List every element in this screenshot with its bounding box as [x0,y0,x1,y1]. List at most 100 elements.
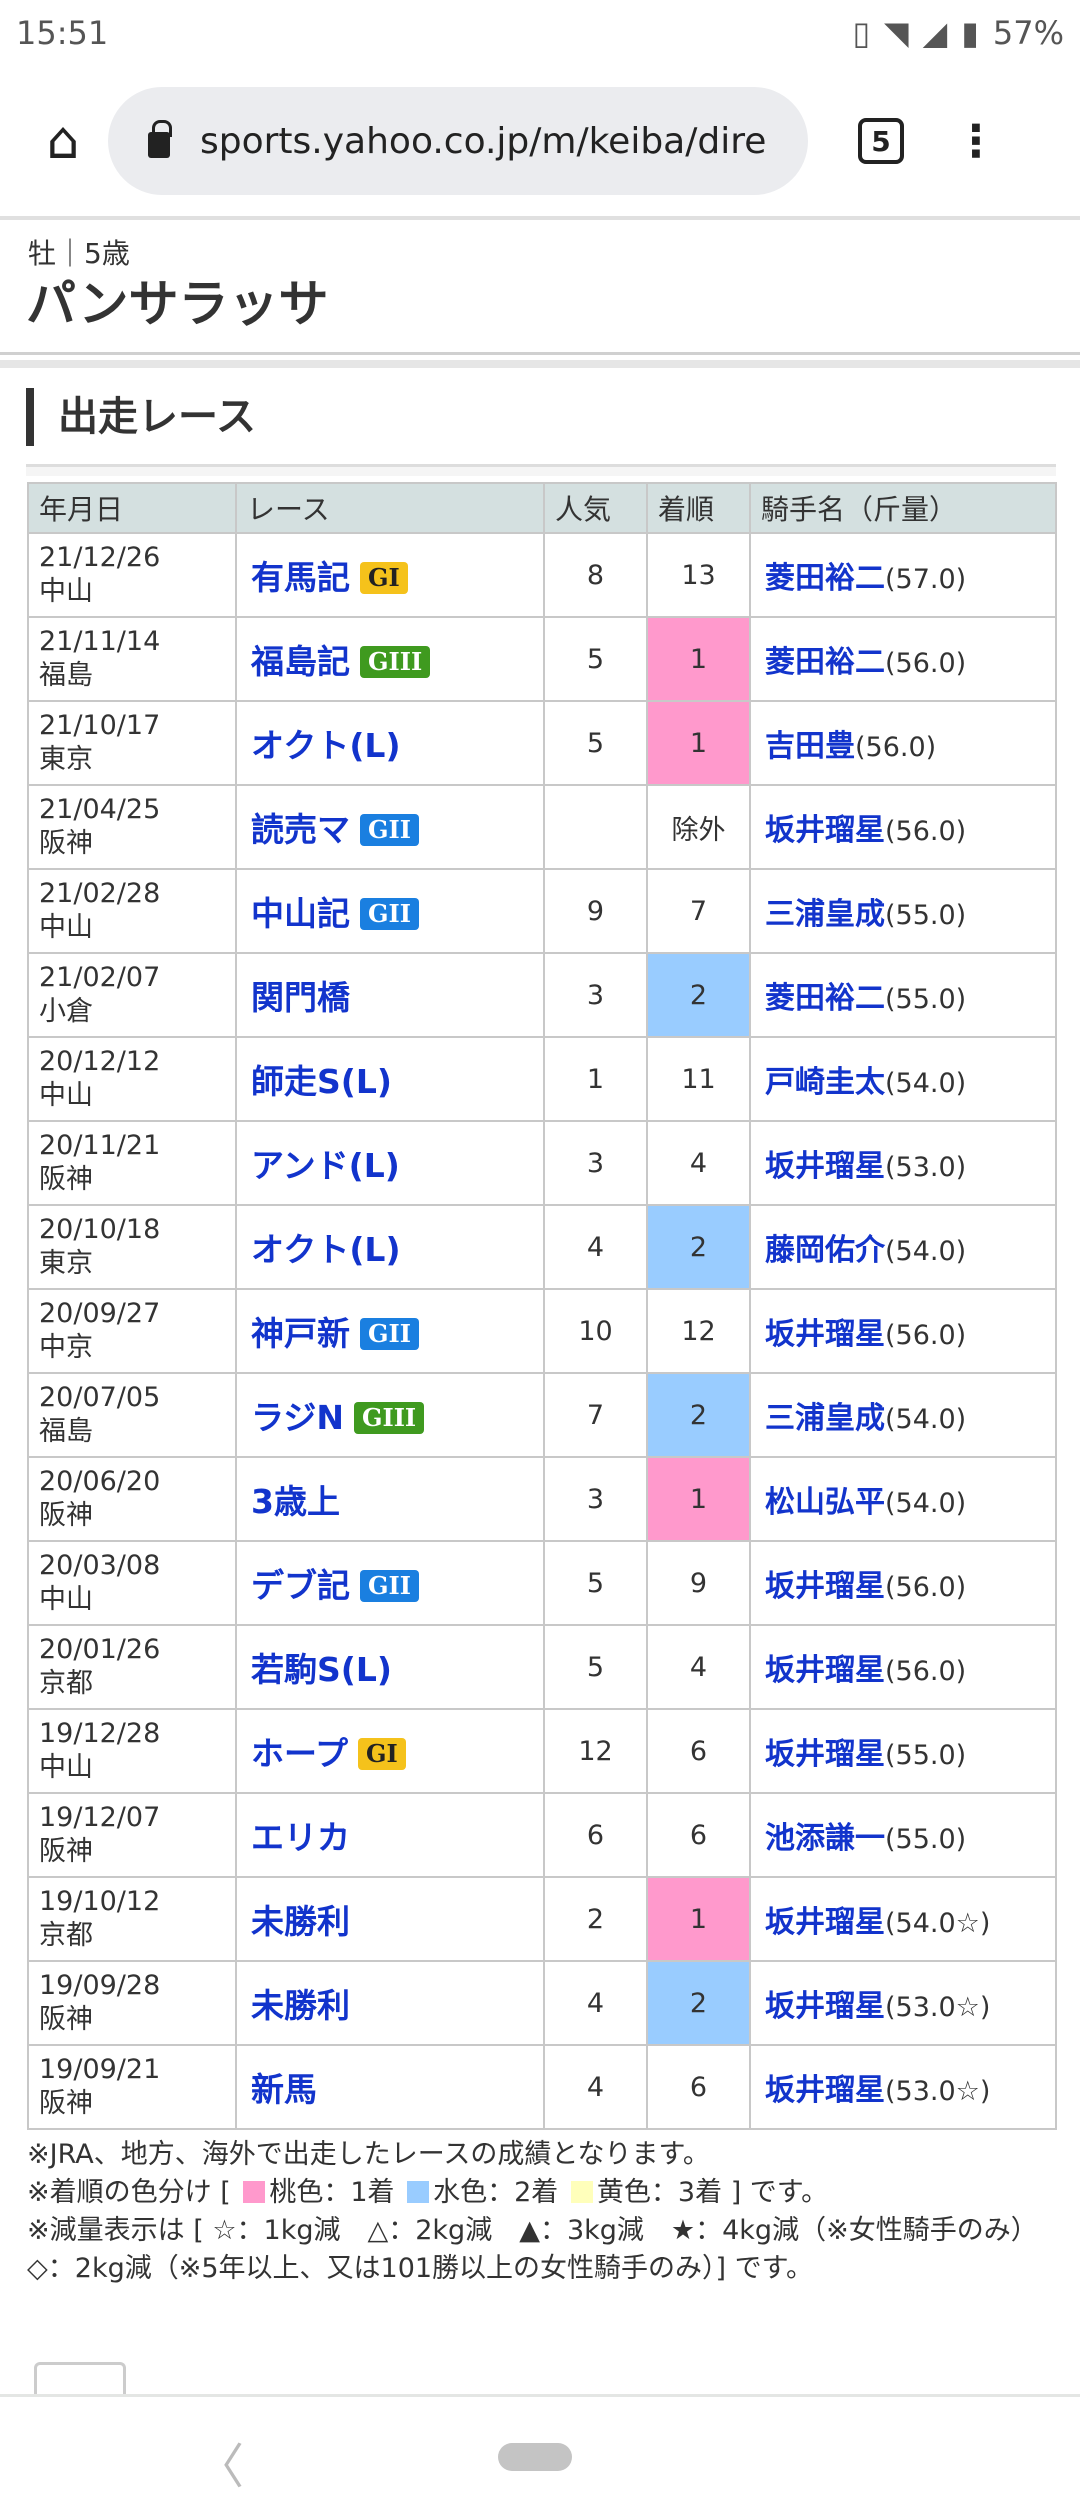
home-icon[interactable]: ⌂ [46,111,80,171]
popularity: 4 [543,1960,648,2046]
venue: 阪神 [39,1164,93,1195]
jockey-link[interactable]: 戸崎圭太 [765,1065,885,1100]
finish-position: 除外 [646,784,751,870]
jockey-cell: 菱田裕二(56.0) [749,616,1057,702]
clock: 15:51 [16,14,109,52]
popularity: 3 [543,1120,648,1206]
race-link[interactable]: 神戸新 [251,1314,350,1353]
finish-position: 2 [646,952,751,1038]
jockey-cell: 藤岡佑介(54.0) [749,1204,1057,1290]
jockey-link[interactable]: 三浦皇成 [765,897,885,932]
jockey-link[interactable]: 坂井瑠星 [765,813,885,848]
race-link[interactable]: 中山記 [251,894,350,933]
finish-position: 6 [646,1708,751,1794]
race-cell: 3歳上 [235,1456,545,1542]
venue: 小倉 [39,996,93,1027]
divider [26,464,1056,476]
column-header: 年月日 [27,482,237,534]
finish-position: 6 [646,1792,751,1878]
race-link[interactable]: ホープ [251,1734,349,1773]
jockey-link[interactable]: 坂井瑠星 [765,1905,885,1940]
jockey-cell: 菱田裕二(57.0) [749,532,1057,618]
jockey-link[interactable]: 坂井瑠星 [765,2073,885,2108]
race-link[interactable]: 福島記 [251,642,350,681]
horse-sex-age: 牡｜5歳 [28,237,130,270]
race-cell: 読売マ GII [235,784,545,870]
tab-switcher-button[interactable]: 5 [858,118,904,164]
race-link[interactable]: 関門橋 [251,978,350,1017]
column-header: レース [235,482,545,534]
venue: 中京 [39,1332,93,1363]
race-link[interactable]: 若駒S(L) [251,1650,392,1689]
jockey-link[interactable]: 坂井瑠星 [765,1989,885,2024]
race-link[interactable]: 師走S(L) [251,1062,392,1101]
race-link[interactable]: 未勝利 [251,1902,350,1941]
jockey-link[interactable]: 松山弘平 [765,1485,885,1520]
vibrate-icon: ▯ [852,14,871,52]
grade-badge: GIII [360,646,431,678]
popularity: 5 [543,616,648,702]
address-bar[interactable]: sports.yahoo.co.jp/m/keiba/dire [108,87,808,195]
popularity: 3 [543,952,648,1038]
race-link[interactable]: エリカ [251,1818,350,1857]
jockey-cell: 三浦皇成(55.0) [749,868,1057,954]
table-row: 19/09/21 阪神 新馬 4 6 坂井瑠星(53.0☆) [27,2044,1057,2130]
jockey-link[interactable]: 池添謙一 [765,1821,885,1856]
race-cell: デブ記 GII [235,1540,545,1626]
race-link[interactable]: 新馬 [251,2070,317,2109]
jockey-cell: 坂井瑠星(54.0☆) [749,1876,1057,1962]
venue: 中山 [39,1584,93,1615]
more-menu-icon[interactable]: ⋮ [954,115,998,167]
race-link[interactable]: デブ記 [251,1566,350,1605]
finish-position: 6 [646,2044,751,2130]
date-cell: 21/02/28 中山 [27,868,237,954]
jockey-weight: (56.0) [885,1320,967,1351]
jockey-link[interactable]: 菱田裕二 [765,981,885,1016]
race-link[interactable]: 未勝利 [251,1986,350,2025]
date-cell: 19/09/28 阪神 [27,1960,237,2046]
popularity: 9 [543,868,648,954]
status-bar: 15:51 ▯ ◥ ◢ ▮ 57% [0,0,1080,66]
jockey-cell: 坂井瑠星(53.0☆) [749,1960,1057,2046]
url-text: sports.yahoo.co.jp/m/keiba/dire [200,120,767,162]
divider [0,352,1080,355]
jockey-link[interactable]: 坂井瑠星 [765,1317,885,1352]
race-link[interactable]: オクト(L) [251,1230,401,1269]
back-icon[interactable]: 〈 [196,2439,245,2495]
race-link[interactable]: アンド(L) [251,1146,400,1185]
print-icon[interactable] [34,2362,126,2406]
popularity: 12 [543,1708,648,1794]
grade-badge: GII [360,1570,419,1602]
table-row: 21/10/17 東京 オクト(L) 5 1 吉田豊(56.0) [27,700,1057,786]
jockey-link[interactable]: 坂井瑠星 [765,1653,885,1688]
date-cell: 19/12/28 中山 [27,1708,237,1794]
jockey-link[interactable]: 藤岡佑介 [765,1233,885,1268]
jockey-link[interactable]: 坂井瑠星 [765,1737,885,1772]
race-link[interactable]: 読売マ [251,810,350,849]
jockey-cell: 坂井瑠星(53.0) [749,1120,1057,1206]
divider [0,216,1080,220]
jockey-cell: 池添謙一(55.0) [749,1792,1057,1878]
jockey-link[interactable]: 吉田豊 [765,729,855,764]
jockey-link[interactable]: 坂井瑠星 [765,1569,885,1604]
footnotes: ※JRA、地方、海外で出走したレースの成績となります。 ※着順の色分け [ 桃色… [27,2136,1051,2288]
jockey-weight: (54.0) [885,1068,967,1099]
finish-position: 7 [646,868,751,954]
jockey-weight: (56.0) [885,648,967,679]
home-pill[interactable] [498,2443,572,2471]
race-date: 20/12/12 [39,1046,161,1077]
popularity: 8 [543,532,648,618]
jockey-link[interactable]: 菱田裕二 [765,645,885,680]
jockey-link[interactable]: 三浦皇成 [765,1401,885,1436]
race-link[interactable]: 3歳上 [251,1482,340,1521]
race-link[interactable]: 有馬記 [251,558,350,597]
finish-position: 13 [646,532,751,618]
jockey-link[interactable]: 菱田裕二 [765,561,885,596]
race-link[interactable]: ラジN [251,1398,344,1437]
divider [0,360,1080,368]
jockey-link[interactable]: 坂井瑠星 [765,1149,885,1184]
jockey-cell: 菱田裕二(55.0) [749,952,1057,1038]
race-link[interactable]: オクト(L) [251,726,401,765]
venue: 中山 [39,1080,93,1111]
race-date: 21/02/07 [39,962,161,993]
